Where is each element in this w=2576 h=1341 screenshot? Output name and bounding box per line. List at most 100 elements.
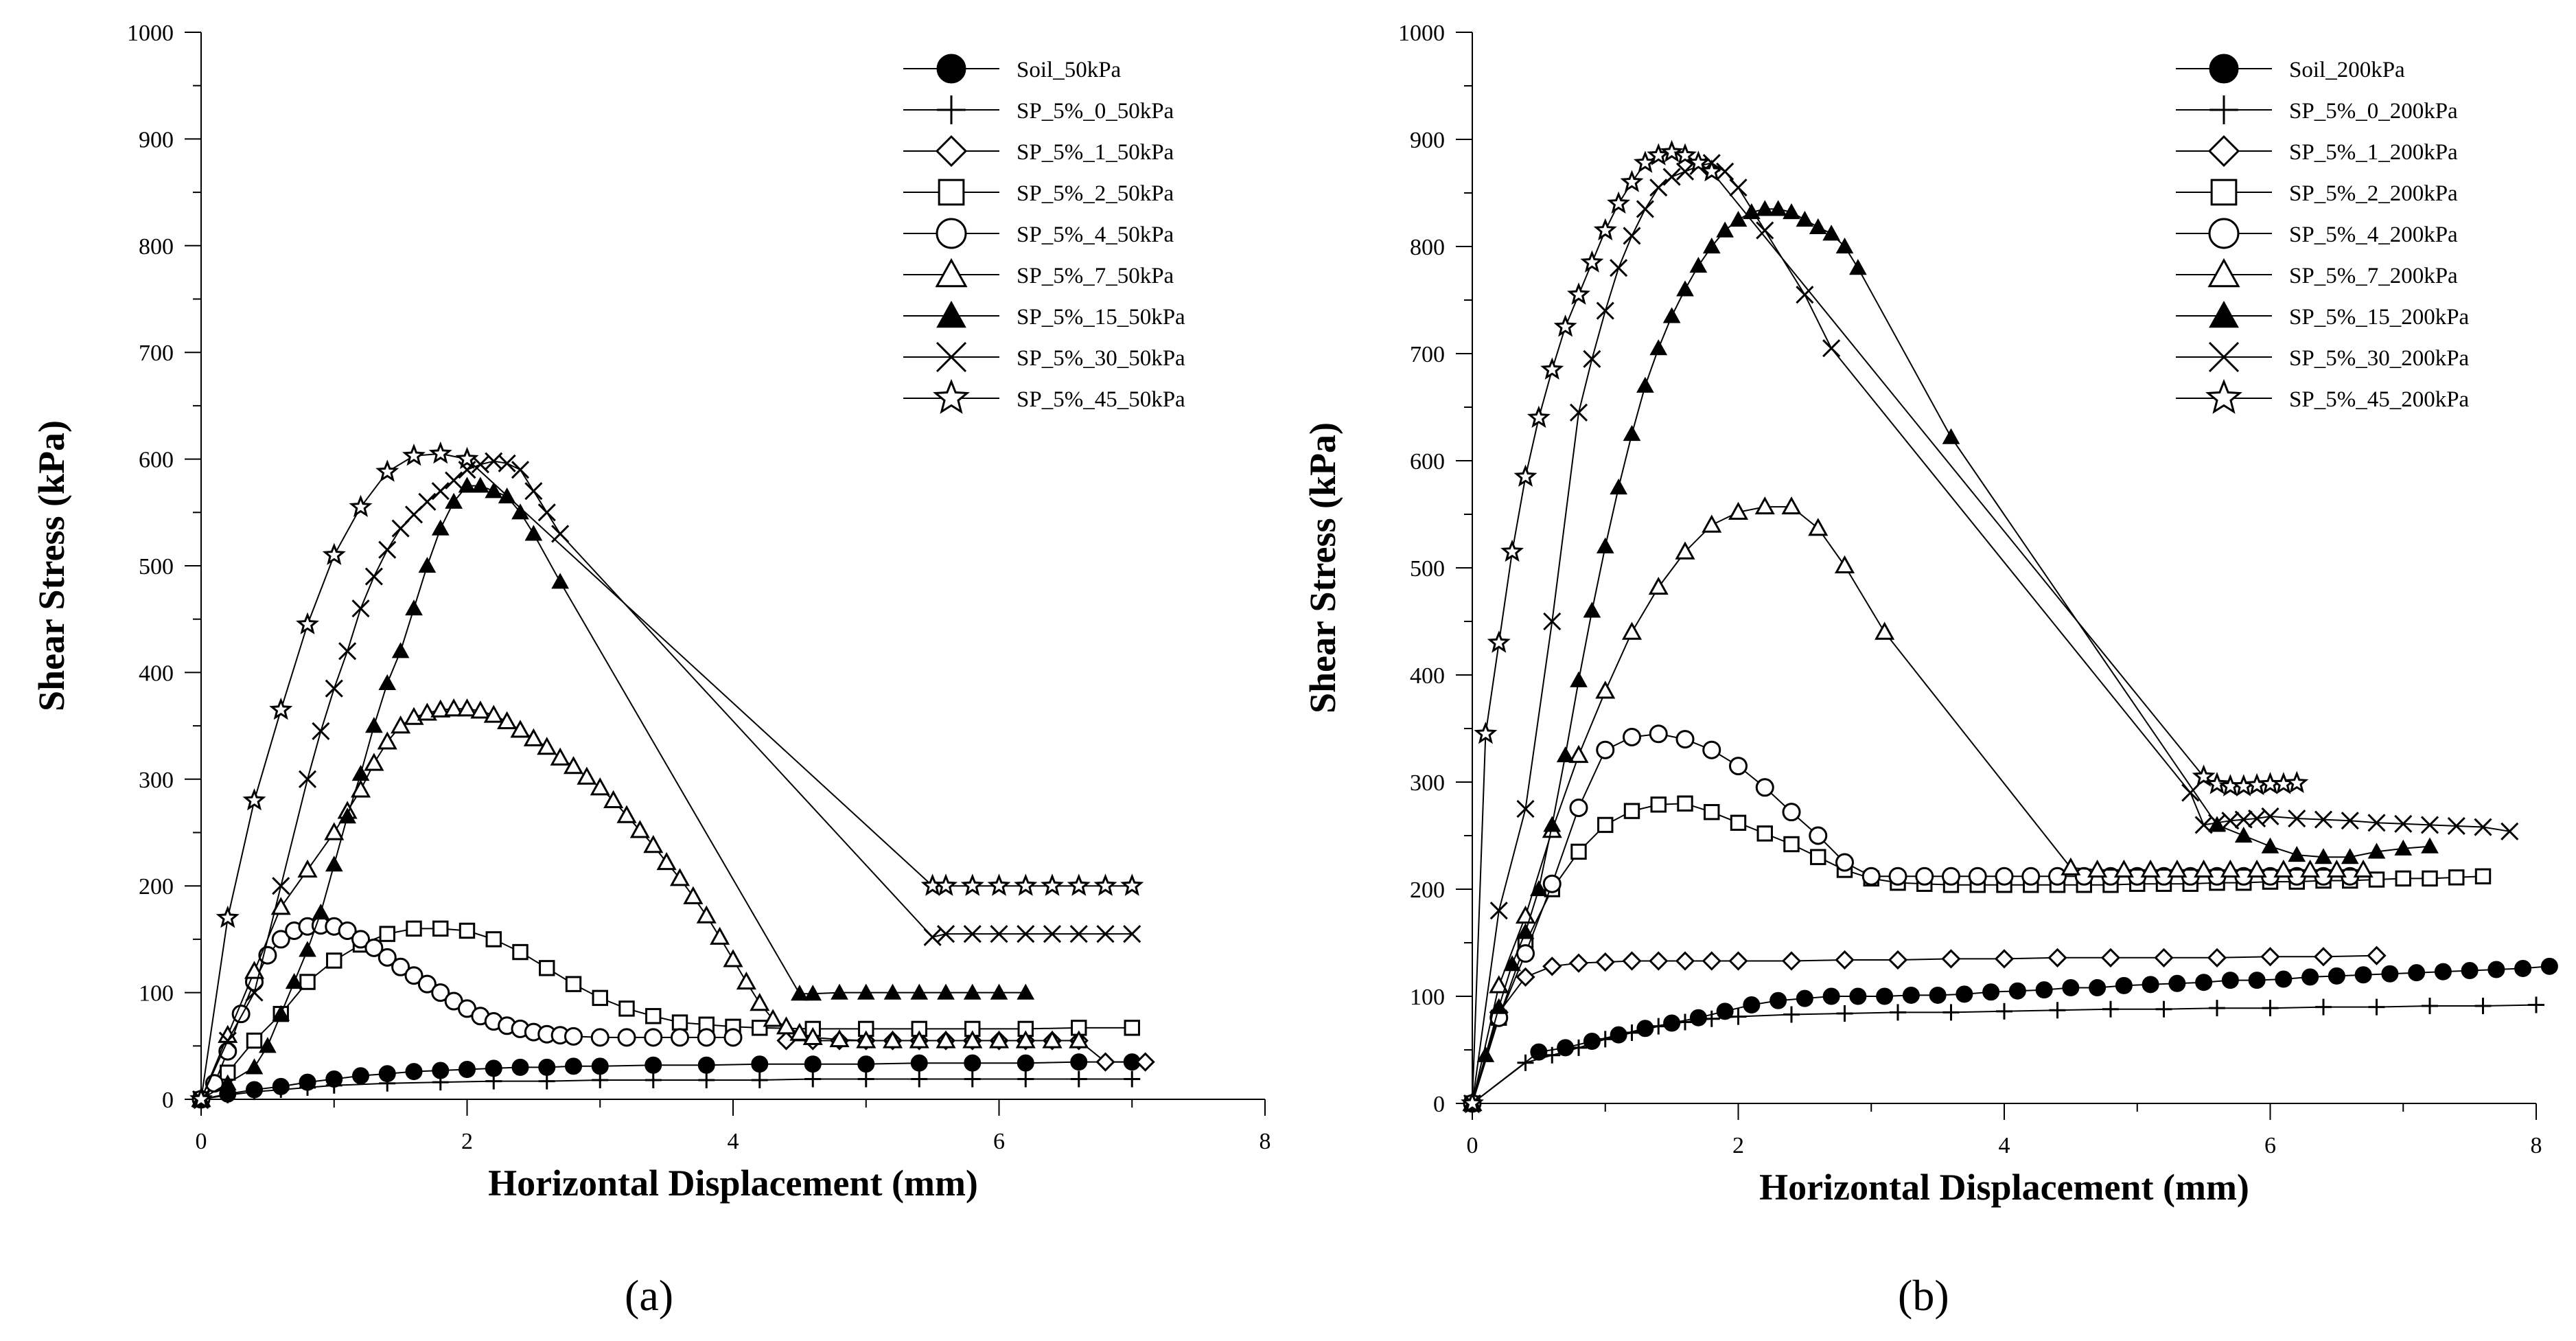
data-point-sp-5pct-1-200kpa: [1888, 950, 1908, 970]
data-point-sp-5pct-45-200kpa: [2205, 772, 2229, 794]
legend-marker-sp-5pct-45-200kpa: [2205, 378, 2242, 414]
data-point-sp-5pct-45-50kpa: [349, 494, 373, 518]
data-point-sp-5pct-30-200kpa: [1756, 221, 1774, 240]
data-point-sp-5pct-0-200kpa: [1996, 1002, 2012, 1020]
chart-panel-a: 0 100 200 300 400 500 600 700 800 900 1000 0 2 4 6 8 Hor…: [31, 21, 1271, 1204]
data-point-sp-5pct-4-50kpa: [431, 983, 450, 1002]
data-point-sp-5pct-7-50kpa: [324, 822, 345, 840]
series-sp-5pct-0-50kpa: [193, 1070, 1141, 1108]
data-point-sp-5pct-15-50kpa: [325, 856, 343, 872]
data-point-soil-50kpa: [751, 1055, 769, 1073]
data-point-soil-200kpa: [1822, 987, 1840, 1005]
data-point-sp-5pct-0-200kpa: [1703, 1010, 1720, 1027]
data-point-sp-5pct-30-50kpa: [1017, 925, 1035, 943]
data-point-sp-5pct-7-50kpa: [590, 777, 610, 796]
data-point-sp-5pct-45-50kpa: [1093, 873, 1117, 896]
x-tick-label: 2: [461, 1129, 473, 1154]
data-point-sp-5pct-7-200kpa: [1702, 514, 1722, 533]
data-point-sp-5pct-15-200kpa: [1489, 998, 1508, 1014]
data-point-sp-5pct-7-50kpa: [417, 702, 437, 721]
data-point-sp-5pct-45-200kpa: [1620, 170, 1644, 192]
data-point-sp-5pct-45-50kpa: [1120, 873, 1144, 896]
data-point-sp-5pct-30-50kpa: [537, 503, 556, 522]
data-point-sp-5pct-30-200kpa: [1516, 799, 1535, 818]
legend-label: SP_5%_7_200kPa: [2289, 264, 2458, 288]
data-point-soil-200kpa: [2195, 974, 2213, 992]
data-point-sp-5pct-30-50kpa: [990, 925, 1008, 943]
data-point-sp-5pct-15-200kpa: [1942, 428, 1960, 444]
legend-marker-sp-5pct-7-50kpa: [935, 257, 968, 288]
data-point-sp-5pct-15-50kpa: [485, 482, 503, 498]
data-point-sp-5pct-30-200kpa: [2474, 818, 2492, 836]
data-point-sp-5pct-2-200kpa: [1730, 814, 1747, 831]
data-point-soil-200kpa: [1956, 985, 1973, 1003]
data-point-sp-5pct-4-50kpa: [378, 948, 397, 967]
data-point-sp-5pct-15-50kpa: [472, 477, 489, 493]
data-point-sp-5pct-2-50kpa: [565, 976, 582, 992]
data-point-sp-5pct-30-50kpa: [445, 471, 463, 490]
data-point-sp-5pct-2-200kpa: [2368, 871, 2385, 888]
data-point-sp-5pct-4-200kpa: [1888, 867, 1907, 886]
legend-label: SP_5%_4_200kPa: [2289, 222, 2458, 247]
data-point-sp-5pct-15-200kpa: [1596, 537, 1614, 553]
data-point-sp-5pct-0-50kpa: [751, 1072, 768, 1089]
data-point-sp-5pct-30-50kpa: [298, 770, 317, 788]
data-point-sp-5pct-7-50kpa: [537, 737, 557, 755]
data-point-sp-5pct-7-50kpa: [523, 728, 544, 746]
data-point-sp-5pct-30-200kpa: [1489, 902, 1508, 920]
data-point-sp-5pct-7-50kpa: [1015, 1030, 1036, 1048]
legend-label: SP_5%_2_200kPa: [2289, 181, 2458, 206]
data-point-sp-5pct-15-200kpa: [1636, 376, 1654, 393]
data-point-sp-5pct-30-50kpa: [351, 599, 370, 618]
data-point-sp-5pct-2-50kpa: [645, 1008, 662, 1024]
y-tick-label: 700: [1410, 342, 1445, 367]
data-point-sp-5pct-0-50kpa: [592, 1072, 609, 1089]
data-point-sp-5pct-7-50kpa: [656, 851, 677, 871]
data-point-sp-5pct-7-50kpa: [483, 704, 504, 723]
data-point-sp-5pct-30-200kpa: [1649, 179, 1668, 197]
data-point-sp-5pct-4-50kpa: [617, 1028, 636, 1047]
data-point-sp-5pct-4-200kpa: [2048, 867, 2067, 886]
data-point-sp-5pct-1-200kpa: [1781, 951, 1802, 971]
data-point-sp-5pct-2-200kpa: [2395, 870, 2411, 887]
data-point-sp-5pct-15-200kpa: [1702, 237, 1721, 254]
data-point-sp-5pct-30-50kpa: [524, 482, 543, 501]
series-sp-5pct-4-50kpa: [192, 916, 743, 1109]
data-point-sp-5pct-2-200kpa: [1570, 843, 1587, 860]
data-point-sp-5pct-7-50kpa: [364, 753, 384, 771]
data-point-sp-5pct-30-200kpa: [1675, 162, 1695, 181]
data-point-sp-5pct-0-200kpa: [2262, 1000, 2279, 1017]
data-point-sp-5pct-0-200kpa: [1597, 1031, 1614, 1048]
data-point-sp-5pct-15-50kpa: [458, 477, 476, 493]
data-point-sp-5pct-7-50kpa: [616, 805, 637, 823]
data-point-sp-5pct-7-50kpa: [577, 766, 597, 785]
data-point-sp-5pct-45-50kpa: [1041, 873, 1064, 896]
data-point-sp-5pct-0-200kpa: [1650, 1018, 1667, 1035]
data-point-sp-5pct-7-50kpa: [962, 1030, 983, 1048]
data-point-sp-5pct-7-200kpa: [1781, 496, 1802, 515]
legend-label: SP_5%_15_200kPa: [2289, 305, 2470, 330]
data-point-sp-5pct-0-200kpa: [1942, 1004, 1960, 1021]
data-point-sp-5pct-30-200kpa: [1796, 286, 1814, 304]
data-point-soil-200kpa: [1636, 1020, 1654, 1038]
data-point-sp-5pct-45-50kpa: [296, 612, 319, 634]
data-point-sp-5pct-30-50kpa: [923, 928, 942, 946]
y-tick-label: 500: [1410, 556, 1445, 582]
data-point-sp-5pct-0-50kpa: [246, 1084, 263, 1101]
data-point-sp-5pct-15-50kpa: [338, 807, 356, 824]
legend-marker-sp-5pct-1-50kpa: [935, 135, 968, 168]
data-point-sp-5pct-45-50kpa: [934, 873, 958, 896]
data-point-sp-5pct-30-50kpa: [364, 567, 383, 586]
data-point-sp-5pct-7-50kpa: [909, 1030, 929, 1048]
y-tick-label: 200: [139, 874, 174, 899]
data-point-sp-5pct-15-50kpa: [312, 904, 330, 920]
data-point-sp-5pct-45-200kpa: [1461, 1091, 1484, 1114]
data-point-sp-5pct-4-200kpa: [1755, 778, 1774, 797]
data-point-sp-5pct-2-50kpa: [1124, 1020, 1140, 1036]
data-point-sp-5pct-0-50kpa: [1070, 1070, 1087, 1088]
data-point-sp-5pct-30-200kpa: [2288, 809, 2306, 828]
data-point-sp-5pct-7-50kpa: [710, 926, 730, 945]
series-sp-5pct-7-50kpa: [191, 698, 1089, 1108]
panel-b-caption: (b): [1898, 1271, 1949, 1320]
data-point-sp-5pct-0-50kpa: [379, 1075, 396, 1092]
